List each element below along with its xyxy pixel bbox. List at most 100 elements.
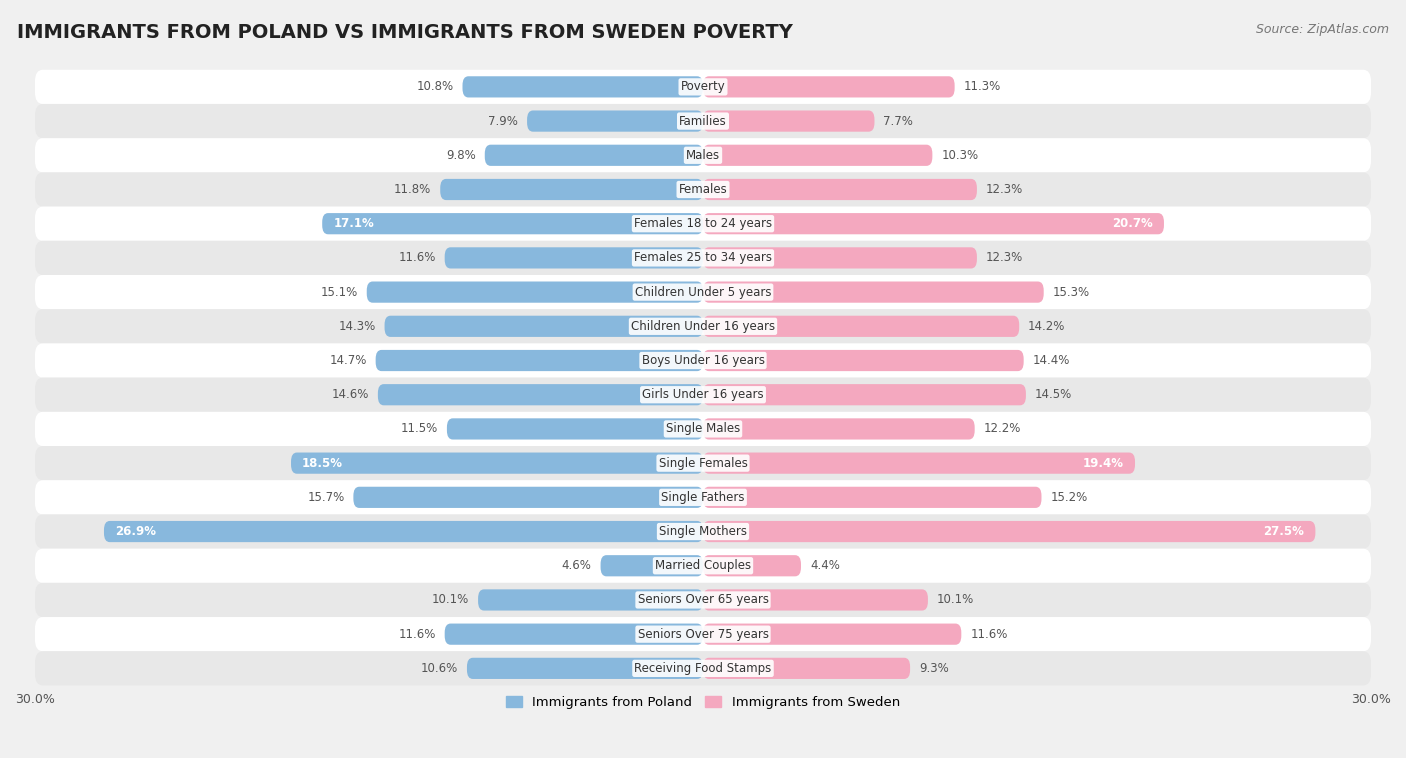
Text: 15.2%: 15.2%	[1050, 491, 1088, 504]
FancyBboxPatch shape	[35, 617, 1371, 651]
Text: Source: ZipAtlas.com: Source: ZipAtlas.com	[1256, 23, 1389, 36]
Text: 7.7%: 7.7%	[883, 114, 914, 127]
Text: 14.5%: 14.5%	[1035, 388, 1071, 401]
FancyBboxPatch shape	[703, 281, 1043, 302]
FancyBboxPatch shape	[703, 590, 928, 610]
Text: Single Fathers: Single Fathers	[661, 491, 745, 504]
FancyBboxPatch shape	[703, 453, 1135, 474]
Text: 14.2%: 14.2%	[1028, 320, 1066, 333]
Text: Females 25 to 34 years: Females 25 to 34 years	[634, 252, 772, 265]
Text: Females: Females	[679, 183, 727, 196]
Text: Males: Males	[686, 149, 720, 161]
FancyBboxPatch shape	[353, 487, 703, 508]
FancyBboxPatch shape	[703, 521, 1316, 542]
Text: 4.4%: 4.4%	[810, 559, 839, 572]
FancyBboxPatch shape	[104, 521, 703, 542]
FancyBboxPatch shape	[322, 213, 703, 234]
FancyBboxPatch shape	[447, 418, 703, 440]
FancyBboxPatch shape	[35, 207, 1371, 241]
FancyBboxPatch shape	[703, 350, 1024, 371]
FancyBboxPatch shape	[35, 583, 1371, 617]
FancyBboxPatch shape	[703, 487, 1042, 508]
FancyBboxPatch shape	[35, 275, 1371, 309]
FancyBboxPatch shape	[35, 309, 1371, 343]
FancyBboxPatch shape	[703, 145, 932, 166]
FancyBboxPatch shape	[291, 453, 703, 474]
Text: 14.4%: 14.4%	[1032, 354, 1070, 367]
FancyBboxPatch shape	[703, 315, 1019, 337]
FancyBboxPatch shape	[478, 590, 703, 610]
FancyBboxPatch shape	[35, 481, 1371, 515]
Text: Children Under 5 years: Children Under 5 years	[634, 286, 772, 299]
FancyBboxPatch shape	[35, 377, 1371, 412]
FancyBboxPatch shape	[35, 104, 1371, 138]
Text: 12.2%: 12.2%	[984, 422, 1021, 435]
FancyBboxPatch shape	[463, 77, 703, 98]
FancyBboxPatch shape	[703, 418, 974, 440]
FancyBboxPatch shape	[703, 384, 1026, 406]
Text: 18.5%: 18.5%	[302, 456, 343, 470]
Text: Seniors Over 75 years: Seniors Over 75 years	[637, 628, 769, 641]
Text: 14.6%: 14.6%	[332, 388, 368, 401]
FancyBboxPatch shape	[367, 281, 703, 302]
Text: 4.6%: 4.6%	[562, 559, 592, 572]
FancyBboxPatch shape	[703, 179, 977, 200]
Text: Families: Families	[679, 114, 727, 127]
Text: Poverty: Poverty	[681, 80, 725, 93]
FancyBboxPatch shape	[703, 77, 955, 98]
Text: 11.8%: 11.8%	[394, 183, 432, 196]
Text: 9.3%: 9.3%	[920, 662, 949, 675]
FancyBboxPatch shape	[35, 343, 1371, 377]
Text: 17.1%: 17.1%	[333, 218, 374, 230]
Text: Receiving Food Stamps: Receiving Food Stamps	[634, 662, 772, 675]
Text: Single Males: Single Males	[666, 422, 740, 435]
Text: 11.3%: 11.3%	[963, 80, 1001, 93]
Text: 12.3%: 12.3%	[986, 252, 1024, 265]
FancyBboxPatch shape	[703, 624, 962, 645]
Text: 11.6%: 11.6%	[970, 628, 1008, 641]
FancyBboxPatch shape	[35, 412, 1371, 446]
Text: Married Couples: Married Couples	[655, 559, 751, 572]
Text: Single Mothers: Single Mothers	[659, 525, 747, 538]
FancyBboxPatch shape	[703, 213, 1164, 234]
FancyBboxPatch shape	[703, 247, 977, 268]
Text: 15.3%: 15.3%	[1053, 286, 1090, 299]
Text: 7.9%: 7.9%	[488, 114, 519, 127]
Text: Females 18 to 24 years: Females 18 to 24 years	[634, 218, 772, 230]
Text: Boys Under 16 years: Boys Under 16 years	[641, 354, 765, 367]
Text: 10.3%: 10.3%	[941, 149, 979, 161]
Text: Girls Under 16 years: Girls Under 16 years	[643, 388, 763, 401]
FancyBboxPatch shape	[467, 658, 703, 679]
Text: 15.7%: 15.7%	[308, 491, 344, 504]
Text: Seniors Over 65 years: Seniors Over 65 years	[637, 594, 769, 606]
Text: 11.6%: 11.6%	[398, 628, 436, 641]
FancyBboxPatch shape	[527, 111, 703, 132]
Text: Single Females: Single Females	[658, 456, 748, 470]
Legend: Immigrants from Poland, Immigrants from Sweden: Immigrants from Poland, Immigrants from …	[501, 691, 905, 715]
Text: 11.6%: 11.6%	[398, 252, 436, 265]
FancyBboxPatch shape	[444, 247, 703, 268]
Text: 27.5%: 27.5%	[1264, 525, 1305, 538]
FancyBboxPatch shape	[485, 145, 703, 166]
FancyBboxPatch shape	[35, 651, 1371, 685]
Text: IMMIGRANTS FROM POLAND VS IMMIGRANTS FROM SWEDEN POVERTY: IMMIGRANTS FROM POLAND VS IMMIGRANTS FRO…	[17, 23, 793, 42]
FancyBboxPatch shape	[385, 315, 703, 337]
Text: 12.3%: 12.3%	[986, 183, 1024, 196]
FancyBboxPatch shape	[35, 70, 1371, 104]
Text: 15.1%: 15.1%	[321, 286, 359, 299]
FancyBboxPatch shape	[378, 384, 703, 406]
Text: 9.8%: 9.8%	[446, 149, 475, 161]
FancyBboxPatch shape	[444, 624, 703, 645]
FancyBboxPatch shape	[35, 446, 1371, 481]
FancyBboxPatch shape	[600, 555, 703, 576]
Text: Children Under 16 years: Children Under 16 years	[631, 320, 775, 333]
Text: 26.9%: 26.9%	[115, 525, 156, 538]
Text: 14.3%: 14.3%	[339, 320, 375, 333]
FancyBboxPatch shape	[35, 515, 1371, 549]
FancyBboxPatch shape	[35, 241, 1371, 275]
Text: 10.1%: 10.1%	[432, 594, 470, 606]
FancyBboxPatch shape	[703, 111, 875, 132]
FancyBboxPatch shape	[35, 172, 1371, 207]
FancyBboxPatch shape	[35, 138, 1371, 172]
FancyBboxPatch shape	[703, 658, 910, 679]
